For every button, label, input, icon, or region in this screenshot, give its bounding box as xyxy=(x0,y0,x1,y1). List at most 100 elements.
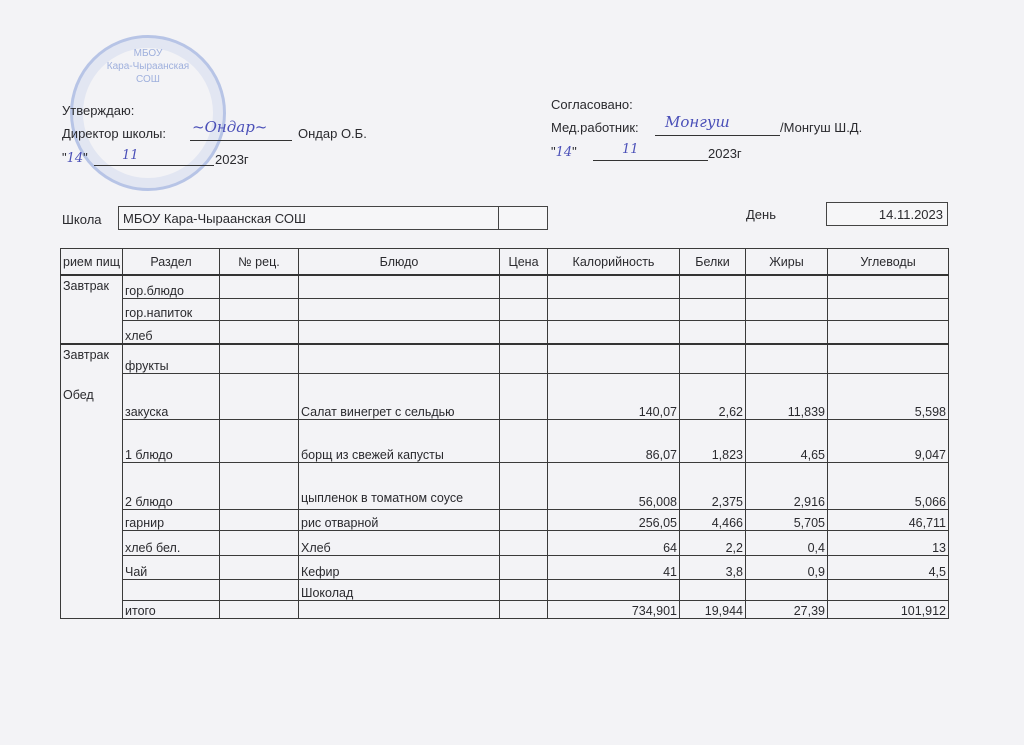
cell-rec xyxy=(219,529,299,556)
cell-carbs xyxy=(827,298,949,321)
cell-protein xyxy=(679,298,746,321)
table-header: рием пищ Раздел № рец. Блюдо Цена Калорийност… xyxy=(60,248,949,276)
stamp-line: Кара-Чыраанская xyxy=(106,61,190,72)
table-row: гарнир рис отварной 256,05 4,466 5,705 46,711 xyxy=(61,508,949,531)
cell-dish xyxy=(298,320,500,345)
cell-dish xyxy=(298,298,500,321)
cell-section: 2 блюдо xyxy=(122,461,220,510)
cell-protein: 4,466 xyxy=(679,508,746,531)
cell-kcal xyxy=(547,298,680,321)
cell-carbs xyxy=(827,343,949,374)
school-stamp: МБОУ Кара-Чыраанская СОШ xyxy=(70,35,226,191)
table-row: Завтрак фрукты xyxy=(60,343,949,374)
table-row: Шоколад xyxy=(61,578,949,601)
cell-price xyxy=(499,578,548,601)
column-header: Углеводы xyxy=(827,248,949,276)
cell-kcal: 64 xyxy=(547,529,680,556)
agree-month: 11 xyxy=(622,142,639,157)
cell-carbs xyxy=(827,578,949,601)
cell-fat: 27,39 xyxy=(745,599,828,619)
table-row: хлеб xyxy=(61,320,949,345)
approve-name: Ондар О.Б. xyxy=(298,126,367,141)
column-header: Блюдо xyxy=(298,248,500,276)
cell-dish: Шоколад xyxy=(298,578,500,601)
cell-fat: 4,65 xyxy=(745,418,828,463)
cell-carbs: 5,598 xyxy=(827,372,949,420)
cell-kcal xyxy=(547,578,680,601)
cell-rec xyxy=(219,461,299,510)
cell-dish: Салат винегрет с сельдью xyxy=(298,372,500,420)
cell-kcal xyxy=(547,274,680,299)
cell-kcal: 256,05 xyxy=(547,508,680,531)
cell-protein: 1,823 xyxy=(679,418,746,463)
cell-rec xyxy=(219,599,299,619)
cell-price xyxy=(499,343,548,374)
cell-kcal: 140,07 xyxy=(547,372,680,420)
cell-price xyxy=(499,418,548,463)
school-label: Школа xyxy=(62,212,102,227)
cell-section: гор.блюдо xyxy=(122,274,220,299)
table-row: Обед закуска Салат винегрет с сельдью 140,0… xyxy=(60,372,949,619)
cell-rec xyxy=(219,418,299,463)
cell-fat xyxy=(745,320,828,345)
approve-date: "14" xyxy=(62,150,88,166)
cell-protein xyxy=(679,274,746,299)
cell-kcal: 56,008 xyxy=(547,461,680,510)
column-header: рием пищ xyxy=(60,248,123,276)
table-row: Завтрак гор.блюдо xyxy=(60,274,949,345)
cell-rec xyxy=(219,554,299,580)
cell-meal: Обед xyxy=(60,373,123,619)
cell-fat: 0,4 xyxy=(745,529,828,556)
cell-protein xyxy=(679,578,746,601)
cell-section: хлеб бел. xyxy=(122,529,220,556)
cell-carbs: 101,912 xyxy=(827,599,949,619)
director-signature: ~Ондар~ xyxy=(192,118,268,136)
cell-dish: Хлеб xyxy=(298,529,500,556)
cell-section: гарнир xyxy=(122,508,220,531)
cell-price xyxy=(499,599,548,619)
cell-carbs xyxy=(827,274,949,299)
table-row: хлеб бел. Хлеб 64 2,2 0,4 13 xyxy=(61,529,949,556)
cell-price xyxy=(499,554,548,580)
agree-day: 14 xyxy=(555,145,573,160)
cell-price xyxy=(499,529,548,556)
cell-kcal: 41 xyxy=(547,554,680,580)
cell-fat xyxy=(745,274,828,299)
cell-protein: 2,62 xyxy=(679,372,746,420)
school-value: МБОУ Кара-Чыраанская СОШ xyxy=(123,211,306,226)
cell-price xyxy=(499,372,548,420)
cell-kcal xyxy=(547,343,680,374)
cell-carbs xyxy=(827,320,949,345)
cell-dish: борщ из свежей капусты xyxy=(298,418,500,463)
stamp-line: МБОУ xyxy=(133,48,163,59)
cell-fat xyxy=(745,298,828,321)
column-header: Раздел xyxy=(122,248,220,276)
school-field: МБОУ Кара-Чыраанская СОШ xyxy=(118,206,500,230)
cell-section: хлеб xyxy=(122,320,220,345)
cell-rec xyxy=(219,298,299,321)
cell-dish xyxy=(298,343,500,374)
cell-price xyxy=(499,298,548,321)
cell-fat: 2,916 xyxy=(745,461,828,510)
column-header: Белки xyxy=(679,248,746,276)
cell-dish: Кефир xyxy=(298,554,500,580)
approve-role: Директор школы: xyxy=(62,126,166,141)
cell-section: итого xyxy=(122,599,220,619)
cell-section: фрукты xyxy=(122,343,220,374)
cell-protein: 3,8 xyxy=(679,554,746,580)
cell-fat xyxy=(745,343,828,374)
school-extra-field xyxy=(498,206,548,230)
cell-carbs: 46,711 xyxy=(827,508,949,531)
medic-signature: Монгуш xyxy=(665,113,730,131)
cell-protein: 19,944 xyxy=(679,599,746,619)
cell-protein xyxy=(679,343,746,374)
cell-section: Чай xyxy=(122,554,220,580)
cell-fat xyxy=(745,578,828,601)
cell-dish: рис отварной xyxy=(298,508,500,531)
cell-rec xyxy=(219,578,299,601)
cell-dish xyxy=(298,599,500,619)
agree-role: Мед.работник: xyxy=(551,120,639,135)
cell-protein: 2,2 xyxy=(679,529,746,556)
table-row: 2 блюдо цыпленок в томатном соусе 56,008 2,… xyxy=(61,461,949,510)
column-header: Цена xyxy=(499,248,548,276)
